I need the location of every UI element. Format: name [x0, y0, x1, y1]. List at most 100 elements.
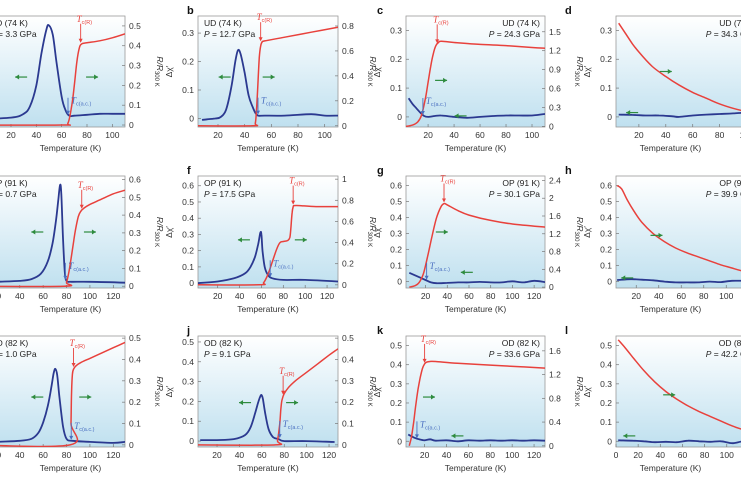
arrow-left-icon — [218, 74, 231, 80]
x-tick-label: 20 — [213, 291, 223, 301]
x-tick-label: 100 — [739, 130, 741, 140]
y-left-axis-label: Δχ′ — [582, 226, 592, 238]
arrow-right-icon — [663, 392, 676, 398]
y-right-tick-label: 0.3 — [129, 228, 141, 238]
arrow-left-icon — [237, 237, 250, 243]
x-axis-label: Temperature (K) — [40, 143, 102, 153]
panel-label: b — [187, 5, 194, 17]
x-tick-label: 80 — [699, 291, 709, 301]
chi-series-line — [407, 433, 545, 443]
x-tick-label: 20 — [0, 450, 1, 460]
chi-series-line — [200, 393, 335, 443]
panel-c: c 20 40 60 80 100 Temperature (K) 0 0.1 0.2 0.3 Δχ′… — [372, 5, 585, 153]
arrow-head — [621, 275, 626, 281]
y-right-tick-label: 0.4 — [549, 417, 561, 427]
y-right-tick-label: 1.2 — [549, 370, 561, 380]
x-tick-label: 40 — [661, 130, 671, 140]
x-tick-label: 40 — [15, 450, 25, 460]
x-tick-label: 60 — [257, 450, 267, 460]
plot-area — [197, 175, 339, 289]
arrow-head — [270, 74, 275, 80]
annotation-arrow-head — [277, 434, 282, 439]
panel-label: h — [565, 165, 572, 177]
x-tick-label: 40 — [443, 291, 453, 301]
y-right-tick-label: 0.6 — [342, 46, 354, 56]
y-left-tick-label: 0.3 — [182, 28, 194, 38]
x-axis-label: Temperature (K) — [237, 143, 299, 153]
x-tick-label: 120 — [106, 450, 120, 460]
y-left-tick-label: 0 — [607, 436, 612, 446]
series-group — [198, 348, 338, 446]
y-right-tick-label: 2 — [549, 193, 554, 203]
plot-area — [0, 15, 126, 128]
y-right-tick-label: 0.3 — [129, 376, 141, 386]
y-right-axis-label: R/R300 K — [366, 56, 378, 86]
chi-series-line — [618, 111, 741, 118]
y-right-tick-label: 0.1 — [342, 419, 354, 429]
arrow-right-icon — [650, 232, 663, 238]
y-left-tick-label: 0.4 — [182, 357, 194, 367]
y-left-tick-label: 0.2 — [182, 396, 194, 406]
y-left-tick-label: 0.1 — [600, 417, 612, 427]
y-left-tick-label: 0 — [189, 278, 194, 288]
x-tick-label: 100 — [83, 450, 97, 460]
y-left-axis-label: Δχ′ — [582, 65, 592, 77]
y-right-tick-label: 0.4 — [129, 210, 141, 220]
y-right-tick-label: 0.4 — [129, 354, 141, 364]
arrow-left-icon — [239, 400, 252, 406]
x-axis-label: Temperature (K) — [237, 304, 299, 314]
x-axis-label: Temperature (K) — [40, 463, 102, 473]
arrow-left-icon — [626, 110, 639, 116]
x-axis-label: Temperature (K) — [640, 304, 702, 314]
x-tick-label: 20 — [213, 130, 223, 140]
x-tick-label: 60 — [38, 450, 48, 460]
annotation-label: Tc(a.c.) — [74, 421, 94, 433]
tc-resistance-annotation: Tc(R) — [433, 14, 449, 44]
chi-series-line — [201, 48, 338, 121]
x-tick-label: 20 — [212, 450, 222, 460]
y-left-tick-label: 0.1 — [600, 261, 612, 271]
arrow-left-icon — [31, 229, 44, 235]
x-tick-label: 20 — [632, 291, 642, 301]
y-left-tick-label: 0.2 — [390, 245, 402, 255]
y-right-tick-label: 0.4 — [342, 238, 354, 248]
panel-l: l020406080100120Temperature (K)00.10.20.… — [565, 325, 741, 473]
x-tick-label: 120 — [527, 291, 541, 301]
y-right-tick-label: 0.2 — [342, 397, 354, 407]
x-axis-label: Temperature (K) — [237, 463, 299, 473]
chi-series-line — [618, 439, 741, 445]
y-right-tick-label: 0.2 — [129, 80, 141, 90]
series-group — [0, 341, 125, 447]
arrow-head — [302, 237, 307, 243]
x-tick-label: 100 — [318, 130, 332, 140]
panel-label: j — [186, 325, 190, 337]
arrow-right-icon — [262, 74, 275, 80]
panel-label: l — [565, 325, 568, 337]
arrow-head — [671, 392, 676, 398]
tc-ac-annotation: Tc(a.c.) — [414, 419, 440, 439]
annotation-arrow-head — [71, 363, 76, 368]
panel-b: b 20 40 60 80 100 Temperature (K) 0 0.1 0.2 0.3 Δχ′… — [164, 5, 378, 153]
y-right-axis-label: R/R300 K — [573, 217, 585, 247]
plot-area — [615, 335, 741, 448]
y-right-tick-label: 0 — [342, 440, 347, 450]
y-left-tick-label: 0.3 — [600, 25, 612, 35]
x-axis-label: Temperature (K) — [40, 304, 102, 314]
y-left-axis-label: Δχ′ — [372, 385, 382, 397]
series-group — [618, 22, 741, 118]
arrow-head — [658, 232, 663, 238]
y-right-tick-label: 0.3 — [129, 61, 141, 71]
plot-area — [615, 15, 741, 128]
y-left-axis-label: Δχ′ — [164, 65, 174, 77]
x-tick-label: 80 — [700, 450, 710, 460]
annotation-arrow-head — [414, 434, 419, 439]
annotation-arrow-head — [66, 110, 70, 115]
x-tick-label: 80 — [715, 130, 725, 140]
resistance-series-line — [409, 202, 545, 288]
y-right-tick-label: 0.2 — [129, 246, 141, 256]
panel-label: k — [377, 325, 384, 337]
x-tick-label: 60 — [475, 130, 485, 140]
y-right-tick-label: 0 — [129, 440, 134, 450]
